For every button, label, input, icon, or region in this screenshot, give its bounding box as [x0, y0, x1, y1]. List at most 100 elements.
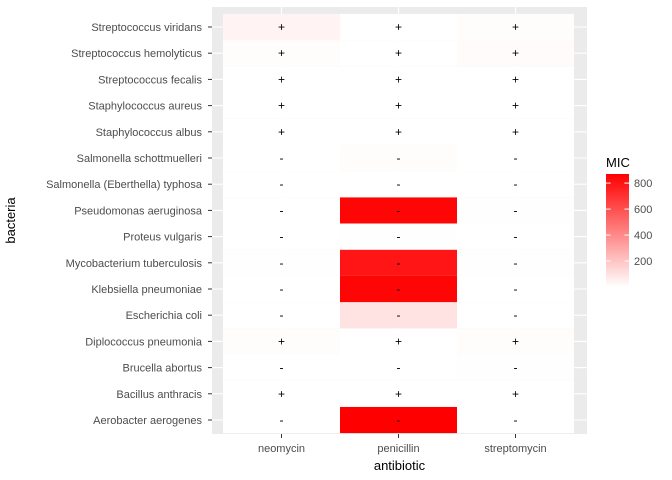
- heatmap-cell: [340, 40, 457, 67]
- heatmap-cell: [340, 13, 457, 41]
- cell-sign: -: [280, 413, 284, 427]
- heatmap-cell: [223, 144, 340, 172]
- heatmap-cell: [223, 380, 340, 407]
- heatmap-cell: [223, 249, 340, 276]
- heatmap-cell: [457, 40, 574, 67]
- cell-sign: -: [280, 177, 284, 191]
- cell-sign: +: [278, 387, 285, 401]
- heatmap-cells: [223, 13, 574, 434]
- legend-color-bar: [606, 174, 629, 287]
- y-axis-ticks: Aerobacter aerogenes Bacillus anthracis Br…: [46, 22, 212, 427]
- y-tick-label: Streptococcus viridans: [91, 22, 202, 34]
- cell-sign: -: [514, 308, 518, 322]
- y-tick-label: Salmonella schottmuelleri: [77, 153, 202, 165]
- cell-sign: -: [397, 282, 401, 296]
- heatmap-cell: [457, 197, 574, 224]
- heatmap-cell: [457, 144, 574, 172]
- heatmap-cell: [340, 118, 457, 145]
- cell-sign: -: [280, 203, 284, 217]
- legend-title: MIC: [606, 155, 630, 170]
- cell-sign: -: [514, 177, 518, 191]
- cell-sign: -: [280, 308, 284, 322]
- cell-sign: -: [397, 203, 401, 217]
- cell-sign: -: [280, 151, 284, 165]
- y-tick-label: Bacillus anthracis: [116, 389, 202, 401]
- heatmap-cell: [340, 380, 457, 407]
- y-tick-label: Brucella abortus: [123, 363, 203, 375]
- heatmap-cell: [457, 66, 574, 93]
- heatmap-cell: [340, 406, 457, 434]
- cell-sign: -: [514, 413, 518, 427]
- heatmap-cell: [340, 223, 457, 250]
- heatmap-cell: [223, 197, 340, 224]
- cell-sign: +: [278, 125, 285, 139]
- cell-sign: -: [514, 203, 518, 217]
- cell-sign: +: [512, 46, 519, 60]
- cell-sign: +: [395, 387, 402, 401]
- x-axis-ticks: neomycin penicillin streptomycin: [258, 434, 547, 455]
- heatmap-cell: [223, 406, 340, 434]
- cell-sign: +: [395, 125, 402, 139]
- cell-sign: -: [280, 230, 284, 244]
- cell-sign: -: [397, 256, 401, 270]
- y-tick-label: Klebsiella pneumoniae: [91, 284, 202, 296]
- y-tick-label: Pseudomonas aeruginosa: [74, 205, 203, 217]
- heatmap-cell: [340, 354, 457, 381]
- cell-sign: +: [395, 20, 402, 34]
- heatmap-cell: [340, 66, 457, 93]
- y-tick-label: Proteus vulgaris: [123, 232, 202, 244]
- heatmap-cell: [457, 380, 574, 407]
- cell-sign: -: [397, 308, 401, 322]
- cell-sign: +: [278, 46, 285, 60]
- cell-sign: -: [397, 230, 401, 244]
- heatmap-cell: [340, 328, 457, 355]
- x-tick-label: penicillin: [377, 443, 419, 455]
- heatmap-cell: [340, 171, 457, 198]
- cell-sign: -: [397, 151, 401, 165]
- cell-sign: +: [512, 20, 519, 34]
- heatmap-cell: [457, 328, 574, 355]
- cell-sign-labels: - - - + + + - - - + + + - - - - - - - - - - - - - - - - - - - - - + + + + + + +…: [278, 20, 519, 427]
- legend-tick-label: 200: [634, 256, 652, 268]
- legend-tick-label: 600: [634, 204, 652, 216]
- cell-sign: -: [397, 361, 401, 375]
- cell-sign: +: [512, 125, 519, 139]
- heatmap-cell: [223, 92, 340, 119]
- x-tick-label: streptomycin: [484, 443, 546, 455]
- cell-sign: +: [278, 334, 285, 348]
- cell-sign: -: [514, 361, 518, 375]
- heatmap-cell: [223, 275, 340, 303]
- heatmap-cell: [223, 66, 340, 93]
- y-tick-label: Streptococcus hemolyticus: [71, 48, 202, 60]
- heatmap-cell: [340, 249, 457, 276]
- color-legend: MIC 200 400 600 800: [606, 155, 652, 287]
- heatmap-cell: [223, 328, 340, 355]
- heatmap-cell: [340, 302, 457, 329]
- x-axis-title: antibiotic: [374, 458, 426, 473]
- cell-sign: +: [395, 46, 402, 60]
- cell-sign: +: [512, 387, 519, 401]
- cell-sign: -: [514, 230, 518, 244]
- heatmap-cell: [457, 171, 574, 198]
- heatmap-cell: [223, 223, 340, 250]
- heatmap-cell: [223, 171, 340, 198]
- cell-sign: -: [280, 282, 284, 296]
- cell-sign: +: [395, 334, 402, 348]
- cell-sign: +: [278, 20, 285, 34]
- x-tick-label: neomycin: [258, 443, 305, 455]
- cell-sign: +: [278, 99, 285, 113]
- y-tick-label: Mycobacterium tuberculosis: [66, 258, 203, 270]
- heatmap-cell: [457, 249, 574, 276]
- legend-ticks: 200 400 600 800: [606, 178, 652, 268]
- legend-tick-label: 800: [634, 178, 652, 190]
- heatmap-cell: [457, 118, 574, 145]
- heatmap-cell: [340, 275, 457, 303]
- heatmap-cell: [223, 354, 340, 381]
- y-tick-label: Diplococcus pneumonia: [85, 336, 203, 348]
- legend-tick-label: 400: [634, 230, 652, 242]
- y-tick-label: Escherichia coli: [126, 310, 202, 322]
- y-tick-label: Staphylococcus albus: [96, 127, 203, 139]
- cell-sign: -: [280, 361, 284, 375]
- heatmap-cell: [340, 197, 457, 224]
